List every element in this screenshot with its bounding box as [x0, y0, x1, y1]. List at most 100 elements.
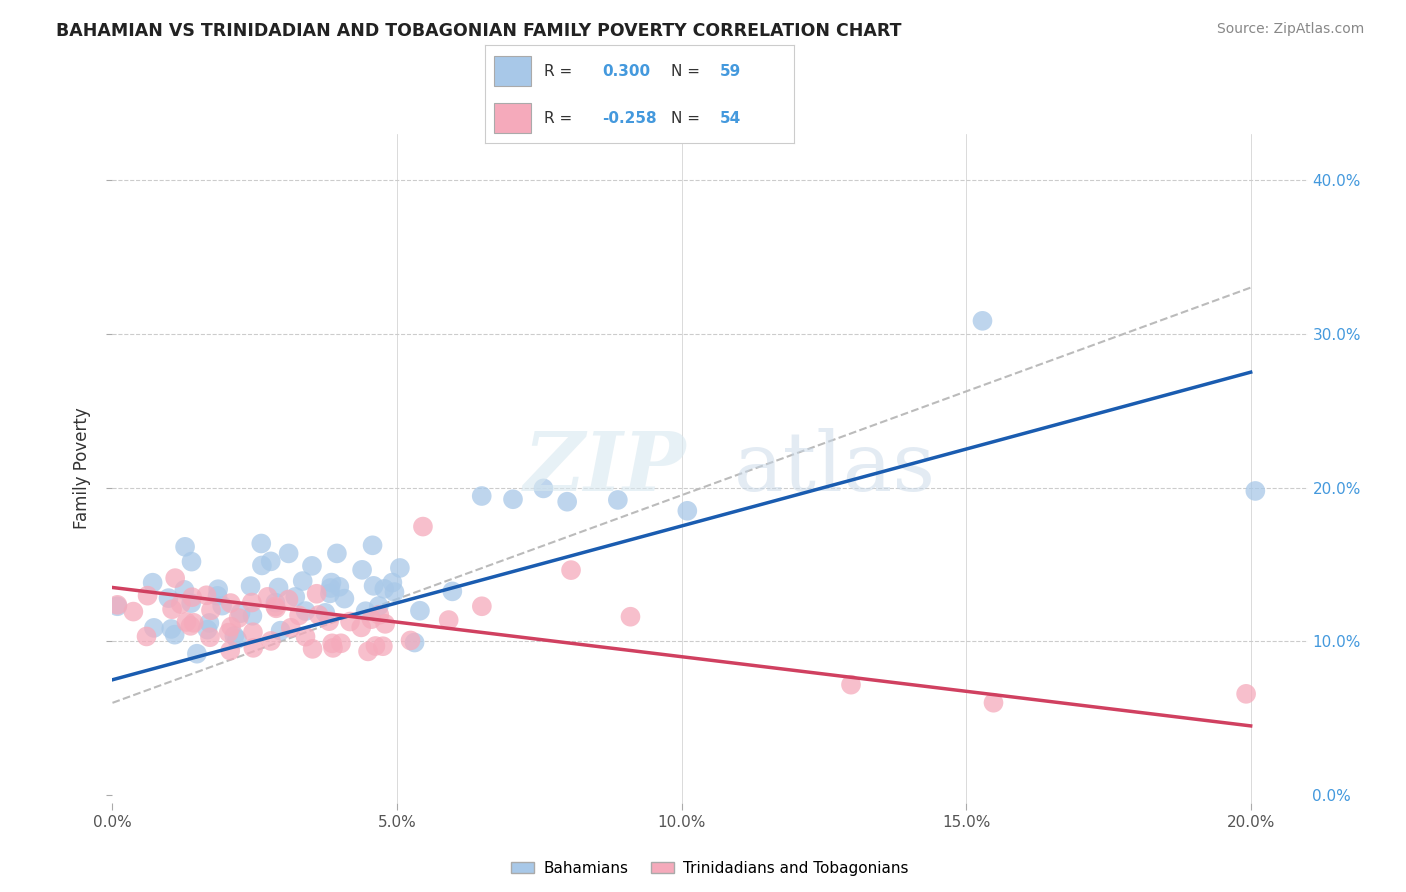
- Point: [270, 624, 292, 638]
- Point: [219, 596, 242, 610]
- Point: [107, 598, 129, 612]
- Point: [198, 630, 221, 644]
- Point: [136, 589, 159, 603]
- Point: [328, 580, 350, 594]
- Point: [314, 606, 336, 620]
- Point: [195, 588, 218, 602]
- Point: [301, 641, 323, 656]
- Point: [198, 615, 221, 630]
- Point: [972, 314, 994, 328]
- Point: [160, 602, 183, 616]
- Point: [264, 601, 287, 615]
- Point: [560, 563, 582, 577]
- Point: [218, 625, 240, 640]
- Point: [242, 625, 264, 640]
- Point: [160, 622, 183, 636]
- Point: [267, 581, 290, 595]
- Point: [122, 605, 145, 619]
- Text: BAHAMIAN VS TRINIDADIAN AND TOBAGONIAN FAMILY POVERTY CORRELATION CHART: BAHAMIAN VS TRINIDADIAN AND TOBAGONIAN F…: [56, 22, 901, 40]
- Point: [322, 640, 344, 655]
- Text: 54: 54: [720, 111, 741, 126]
- Point: [180, 555, 202, 569]
- Point: [983, 696, 1005, 710]
- Point: [321, 575, 343, 590]
- Point: [321, 636, 343, 650]
- Point: [333, 591, 356, 606]
- Point: [165, 571, 187, 585]
- Point: [371, 639, 394, 653]
- Point: [676, 504, 699, 518]
- Point: [239, 579, 262, 593]
- Text: R =: R =: [544, 111, 576, 126]
- Point: [186, 647, 208, 661]
- Text: N =: N =: [671, 111, 704, 126]
- Point: [250, 558, 273, 573]
- Point: [197, 623, 219, 637]
- Point: [381, 575, 404, 590]
- Point: [277, 546, 299, 560]
- Point: [404, 635, 426, 649]
- Point: [357, 644, 380, 658]
- Point: [240, 595, 263, 609]
- Point: [619, 609, 641, 624]
- Point: [242, 608, 264, 623]
- Point: [288, 608, 311, 623]
- Point: [291, 574, 314, 588]
- Point: [207, 589, 229, 603]
- Point: [170, 597, 193, 611]
- Point: [256, 590, 278, 604]
- Point: [229, 606, 252, 620]
- Point: [176, 615, 198, 629]
- Point: [163, 628, 186, 642]
- Point: [555, 494, 578, 508]
- Point: [412, 519, 434, 533]
- Text: -0.258: -0.258: [603, 111, 657, 126]
- Point: [437, 613, 460, 627]
- Point: [280, 621, 302, 635]
- Text: ZIP: ZIP: [523, 428, 686, 508]
- Point: [319, 581, 342, 595]
- FancyBboxPatch shape: [495, 56, 531, 86]
- Point: [264, 596, 287, 610]
- Point: [441, 584, 464, 599]
- Point: [277, 592, 299, 607]
- Point: [173, 582, 195, 597]
- Point: [409, 604, 432, 618]
- Text: Source: ZipAtlas.com: Source: ZipAtlas.com: [1216, 22, 1364, 37]
- Point: [471, 489, 494, 503]
- Point: [200, 603, 222, 617]
- Point: [1244, 483, 1267, 498]
- Point: [363, 579, 385, 593]
- Point: [219, 620, 242, 634]
- Point: [264, 599, 287, 614]
- Point: [105, 599, 128, 614]
- Point: [368, 607, 391, 622]
- Point: [174, 540, 197, 554]
- Point: [219, 643, 242, 657]
- Point: [502, 492, 524, 507]
- Text: 59: 59: [720, 63, 741, 78]
- Point: [180, 619, 202, 633]
- Point: [319, 586, 342, 600]
- Point: [367, 599, 389, 613]
- Point: [207, 582, 229, 597]
- Point: [183, 615, 205, 630]
- Point: [318, 614, 340, 628]
- Point: [224, 629, 246, 643]
- Text: atlas: atlas: [734, 428, 936, 508]
- Point: [354, 604, 377, 618]
- Point: [839, 678, 862, 692]
- Point: [360, 612, 382, 626]
- Point: [606, 492, 628, 507]
- Point: [260, 554, 283, 568]
- Point: [364, 639, 387, 653]
- Point: [308, 607, 330, 622]
- Point: [301, 558, 323, 573]
- Point: [294, 630, 316, 644]
- Point: [373, 582, 395, 596]
- Point: [211, 599, 233, 613]
- Point: [181, 591, 204, 605]
- Y-axis label: Family Poverty: Family Poverty: [73, 408, 91, 529]
- Point: [260, 634, 283, 648]
- Text: 0.300: 0.300: [603, 63, 651, 78]
